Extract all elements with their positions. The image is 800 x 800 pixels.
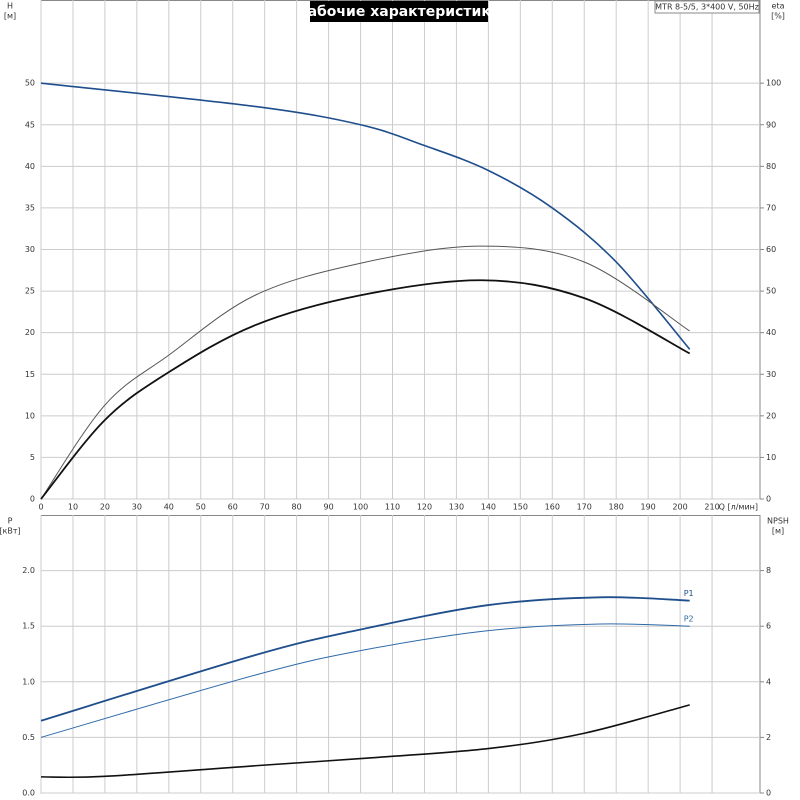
x-tick-label: 150 bbox=[513, 503, 528, 512]
legend-label: P1 bbox=[684, 589, 694, 598]
x-tick-label: 200 bbox=[672, 503, 687, 512]
y2-tick-label: 0 bbox=[766, 495, 771, 504]
y-tick-label: 50 bbox=[25, 79, 35, 88]
x-tick-label: 30 bbox=[132, 503, 142, 512]
title-box bbox=[310, 1, 488, 22]
x-tick-label: 190 bbox=[641, 503, 656, 512]
y-tick-label: 40 bbox=[25, 162, 35, 171]
x-tick-label: 110 bbox=[385, 503, 400, 512]
y2-axis-label: eta bbox=[772, 2, 785, 11]
y2-tick-label: 20 bbox=[766, 411, 776, 420]
y2-tick-label: 30 bbox=[766, 370, 776, 379]
chart-title: Рабочие характеристики bbox=[297, 4, 500, 20]
x-tick-label: 60 bbox=[228, 503, 238, 512]
x-axis-label: Q [л/мин] bbox=[719, 503, 758, 512]
x-tick-label: 0 bbox=[38, 503, 43, 512]
y-tick-label: 25 bbox=[25, 287, 35, 296]
x-tick-label: 20 bbox=[100, 503, 110, 512]
plot-area bbox=[40, 515, 761, 794]
y-tick-label: 0 bbox=[30, 495, 35, 504]
x-tick-label: 100 bbox=[353, 503, 368, 512]
info-box bbox=[654, 0, 760, 14]
y2-tick-label: 90 bbox=[766, 120, 776, 129]
x-tick-label: 170 bbox=[577, 503, 592, 512]
x-tick-label: 120 bbox=[417, 503, 432, 512]
y-tick-label: 0.5 bbox=[22, 733, 35, 742]
y-axis-label: P bbox=[8, 517, 13, 526]
y2-tick-label: 4 bbox=[766, 677, 771, 686]
y-tick-label: 45 bbox=[25, 120, 35, 129]
y-tick-label: 20 bbox=[25, 328, 35, 337]
y2-tick-label: 6 bbox=[766, 622, 771, 631]
curve bbox=[40, 279, 691, 500]
y-axis-label: [м] bbox=[4, 12, 16, 21]
y2-tick-label: 2 bbox=[766, 733, 771, 742]
y-tick-label: 10 bbox=[25, 411, 35, 420]
y2-tick-label: 40 bbox=[766, 328, 776, 337]
y2-axis-label: [м] bbox=[772, 527, 784, 536]
x-tick-label: 70 bbox=[260, 503, 270, 512]
curve bbox=[40, 704, 690, 779]
y2-tick-label: 10 bbox=[766, 453, 776, 462]
y2-tick-label: 100 bbox=[766, 79, 781, 88]
y-axis-label: H bbox=[7, 2, 13, 11]
y-tick-label: 15 bbox=[25, 370, 35, 379]
y2-tick-label: 60 bbox=[766, 245, 776, 254]
y2-tick-label: 50 bbox=[766, 287, 776, 296]
curve bbox=[40, 245, 690, 500]
y2-tick-label: 80 bbox=[766, 162, 776, 171]
x-tick-label: 40 bbox=[164, 503, 174, 512]
y2-tick-label: 0 bbox=[766, 789, 771, 798]
y-tick-label: 30 bbox=[25, 245, 35, 254]
x-tick-label: 160 bbox=[545, 503, 560, 512]
x-tick-label: 140 bbox=[481, 503, 496, 512]
info-text: MTR 8-5/5, 3*400 V, 50Hz bbox=[655, 3, 759, 12]
y2-tick-label: 8 bbox=[766, 566, 771, 575]
y-tick-label: 2.0 bbox=[22, 566, 35, 575]
x-tick-label: 210 bbox=[704, 503, 719, 512]
y2-axis-label: NPSH bbox=[767, 517, 789, 526]
y-tick-label: 35 bbox=[25, 203, 35, 212]
legend-label: P2 bbox=[684, 615, 694, 624]
curve bbox=[40, 623, 690, 738]
y-tick-label: 5 bbox=[30, 453, 35, 462]
y-tick-label: 1.0 bbox=[22, 677, 35, 686]
x-tick-label: 80 bbox=[292, 503, 302, 512]
y-tick-label: 1.5 bbox=[22, 622, 35, 631]
y2-tick-label: 70 bbox=[766, 203, 776, 212]
curve bbox=[40, 82, 691, 350]
y2-axis-label: [%] bbox=[771, 12, 785, 21]
x-tick-label: 90 bbox=[324, 503, 334, 512]
y-axis-label: [кВт] bbox=[0, 527, 21, 536]
curve bbox=[40, 596, 690, 722]
x-tick-label: 50 bbox=[196, 503, 206, 512]
x-tick-label: 10 bbox=[68, 503, 78, 512]
y-tick-label: 0.0 bbox=[22, 789, 35, 798]
x-tick-label: 180 bbox=[609, 503, 624, 512]
x-tick-label: 130 bbox=[449, 503, 464, 512]
